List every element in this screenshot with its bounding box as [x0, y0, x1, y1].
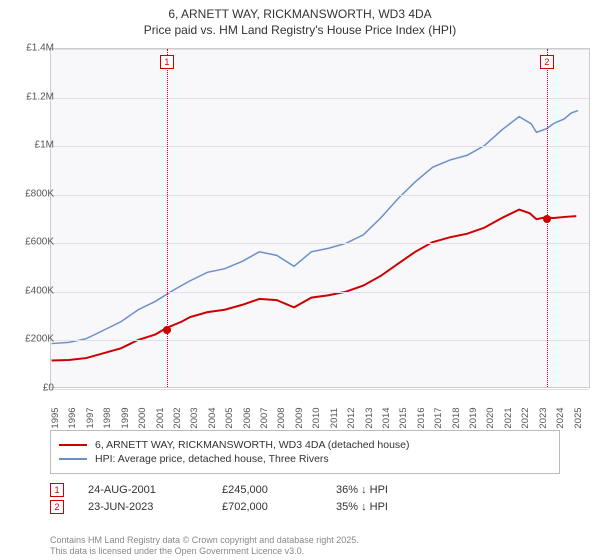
y-axis-label: £200K [10, 334, 54, 345]
x-axis-label: 2019 [468, 407, 479, 428]
x-axis-label: 2009 [294, 407, 305, 428]
y-axis-label: £1.2M [10, 91, 54, 102]
y-axis-label: £600K [10, 237, 54, 248]
x-axis-label: 2010 [311, 407, 322, 428]
sale-marker-badge: 1 [50, 483, 64, 497]
y-axis-label: £400K [10, 285, 54, 296]
x-axis-label: 2022 [520, 407, 531, 428]
x-axis-label: 2011 [329, 408, 340, 428]
sale-row: 1 24-AUG-2001 £245,000 36% ↓ HPI [50, 483, 388, 497]
sale-row: 2 23-JUN-2023 £702,000 35% ↓ HPI [50, 500, 388, 514]
x-axis-label: 2020 [485, 407, 496, 428]
title-line2: Price paid vs. HM Land Registry's House … [10, 22, 590, 38]
x-axis-label: 2013 [364, 407, 375, 428]
x-axis-label: 1995 [50, 407, 61, 428]
footer-line1: Contains HM Land Registry data © Crown c… [50, 535, 359, 546]
y-axis-label: £1M [10, 140, 54, 151]
chart-plot-area: 12 [50, 48, 590, 388]
sale-price: £702,000 [222, 501, 312, 513]
x-axis-label: 2021 [503, 407, 514, 428]
x-axis-label: 1998 [102, 407, 113, 428]
marker-line [167, 49, 168, 387]
y-axis-label: £0 [10, 383, 54, 394]
x-axis-label: 2025 [573, 407, 584, 428]
x-axis-label: 2004 [207, 407, 218, 428]
x-axis-label: 2000 [137, 407, 148, 428]
x-axis-label: 2008 [276, 407, 287, 428]
sale-date: 23-JUN-2023 [88, 501, 198, 513]
marker-badge: 1 [160, 55, 174, 69]
marker-badge: 2 [540, 55, 554, 69]
x-axis-label: 2024 [555, 407, 566, 428]
y-axis-label: £800K [10, 188, 54, 199]
sale-date: 24-AUG-2001 [88, 484, 198, 496]
sales-table: 1 24-AUG-2001 £245,000 36% ↓ HPI 2 23-JUN-202… [50, 480, 388, 517]
legend-item-hpi: HPI: Average price, detached house, Thre… [59, 453, 551, 465]
x-axis-label: 2014 [381, 407, 392, 428]
x-axis-label: 1997 [85, 407, 96, 428]
legend-label: 6, ARNETT WAY, RICKMANSWORTH, WD3 4DA (d… [95, 439, 410, 451]
footer-line2: This data is licensed under the Open Gov… [50, 546, 359, 557]
legend-item-price-paid: 6, ARNETT WAY, RICKMANSWORTH, WD3 4DA (d… [59, 439, 551, 451]
series-line-price_paid [52, 210, 577, 361]
x-axis-label: 2023 [538, 407, 549, 428]
sale-delta: 36% ↓ HPI [336, 484, 388, 496]
sale-point [163, 326, 171, 334]
x-axis-label: 1996 [67, 407, 78, 428]
x-axis-label: 1999 [120, 407, 131, 428]
chart-svg [51, 49, 589, 387]
legend-swatch [59, 458, 87, 460]
x-axis-label: 2005 [224, 407, 235, 428]
x-axis-label: 2018 [451, 407, 462, 428]
x-axis-label: 2012 [346, 407, 357, 428]
x-axis-label: 2007 [259, 407, 270, 428]
legend-swatch [59, 444, 87, 446]
x-axis-label: 2006 [242, 407, 253, 428]
title-line1: 6, ARNETT WAY, RICKMANSWORTH, WD3 4DA [10, 6, 590, 22]
sale-point [543, 215, 551, 223]
x-axis-label: 2017 [433, 407, 444, 428]
x-axis-label: 2001 [155, 407, 166, 428]
x-axis-label: 2003 [189, 407, 200, 428]
x-axis-label: 2015 [398, 407, 409, 428]
footer-attribution: Contains HM Land Registry data © Crown c… [50, 535, 359, 558]
x-axis-label: 2016 [416, 407, 427, 428]
sale-delta: 35% ↓ HPI [336, 501, 388, 513]
legend-label: HPI: Average price, detached house, Thre… [95, 453, 329, 465]
sale-price: £245,000 [222, 484, 312, 496]
y-axis-label: £1.4M [10, 43, 54, 54]
x-axis-label: 2002 [172, 407, 183, 428]
legend-box: 6, ARNETT WAY, RICKMANSWORTH, WD3 4DA (d… [50, 430, 560, 474]
sale-marker-badge: 2 [50, 500, 64, 514]
chart-title: 6, ARNETT WAY, RICKMANSWORTH, WD3 4DA Pr… [0, 0, 600, 40]
